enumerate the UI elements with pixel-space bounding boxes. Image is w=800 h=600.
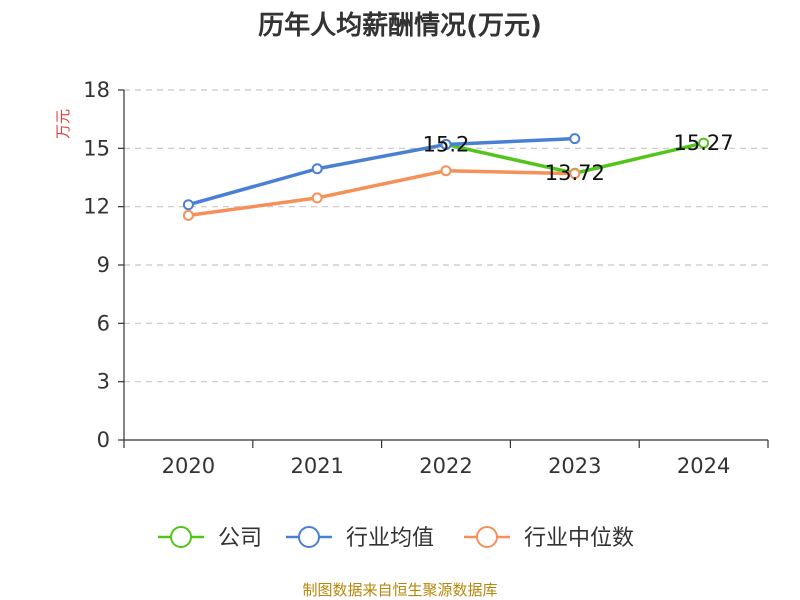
y-tick-label: 3 bbox=[97, 370, 110, 394]
x-tick-label: 2024 bbox=[677, 454, 730, 478]
data-label: 15.2 bbox=[423, 132, 470, 156]
data-point bbox=[569, 168, 581, 180]
data-point bbox=[182, 209, 194, 221]
series-line-1 bbox=[187, 136, 575, 207]
y-tick-label: 0 bbox=[97, 428, 110, 452]
legend-label: 公司 bbox=[218, 526, 262, 551]
data-point bbox=[440, 165, 452, 177]
x-tick-label: 2020 bbox=[162, 454, 215, 478]
y-tick-label: 18 bbox=[83, 78, 110, 102]
legend[interactable]: 公司 行业均值 行业中位数 bbox=[158, 526, 634, 551]
data-point bbox=[311, 163, 323, 175]
data-point bbox=[440, 138, 452, 150]
legend-marker-icon bbox=[476, 526, 498, 548]
y-tick-label: 6 bbox=[97, 311, 110, 335]
y-tick-label: 15 bbox=[83, 136, 110, 160]
x-tick-label: 2021 bbox=[290, 454, 343, 478]
data-labels: 15.2 13.72 15.27 bbox=[423, 131, 734, 185]
series-lines bbox=[182, 133, 710, 221]
source-note: 制图数据来自恒生聚源数据库 bbox=[302, 581, 497, 599]
data-label: 13.72 bbox=[545, 161, 605, 185]
data-point bbox=[182, 199, 194, 211]
x-tick-label: 2022 bbox=[419, 454, 472, 478]
legend-marker-icon bbox=[298, 526, 320, 548]
legend-item-2[interactable]: 行业中位数 bbox=[464, 526, 634, 551]
y-tick-label: 12 bbox=[83, 195, 110, 219]
y-axis-label: 万元 bbox=[54, 109, 72, 139]
y-tick-label: 9 bbox=[97, 253, 110, 277]
axes: 0 3 6 9 12 15 18 2020 2021 2022 2023 2024 bbox=[83, 78, 769, 478]
data-point bbox=[698, 137, 710, 149]
data-label: 15.27 bbox=[674, 131, 734, 155]
legend-item-1[interactable]: 行业均值 bbox=[286, 526, 434, 551]
legend-label: 行业均值 bbox=[346, 526, 434, 551]
legend-item-0[interactable]: 公司 bbox=[158, 526, 262, 551]
x-tick-label: 2023 bbox=[548, 454, 601, 478]
data-point bbox=[311, 192, 323, 204]
data-point bbox=[569, 133, 581, 145]
legend-marker-icon bbox=[170, 526, 192, 548]
series-line-2 bbox=[188, 168, 575, 218]
legend-label: 行业中位数 bbox=[524, 526, 634, 551]
chart-title: 历年人均薪酬情况(万元) bbox=[258, 10, 542, 41]
